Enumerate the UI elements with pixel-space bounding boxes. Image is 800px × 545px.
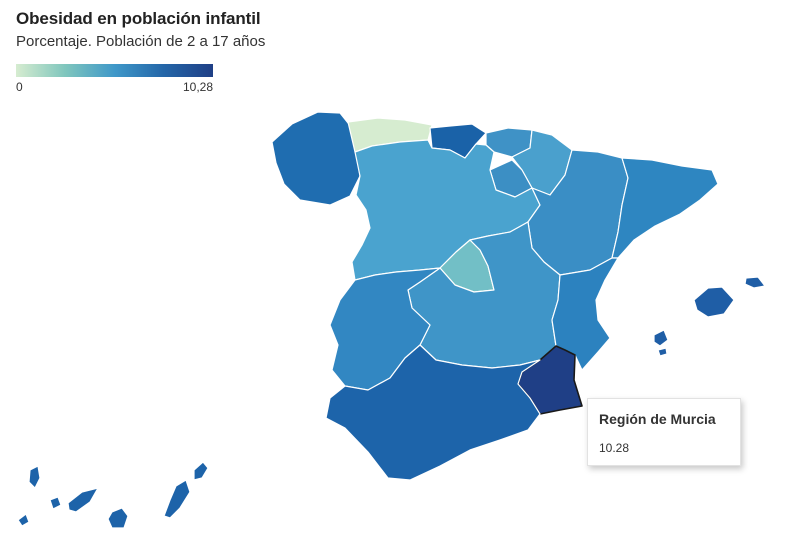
region-islas-baleares-formentera[interactable] xyxy=(657,347,668,357)
region-canarias-la-gomera[interactable] xyxy=(49,496,62,510)
legend-max-label: 10,28 xyxy=(182,80,213,94)
region-comunidad-valenciana[interactable] xyxy=(551,257,619,371)
region-canarias-fuerteventura[interactable] xyxy=(163,479,191,519)
legend-min-label: 0 xyxy=(16,80,23,94)
region-islas-baleares-menorca[interactable] xyxy=(744,276,766,289)
region-cataluna[interactable] xyxy=(611,157,719,259)
region-tooltip: Región de Murcia 10.28 xyxy=(587,398,741,466)
region-canarias-la-palma[interactable] xyxy=(28,465,41,489)
region-canarias-el-hierro[interactable] xyxy=(17,513,30,527)
region-islas-baleares-ibiza[interactable] xyxy=(653,329,669,347)
chart-subtitle: Porcentaje. Población de 2 a 17 años xyxy=(16,33,266,50)
chart-title: Obesidad en población infantil xyxy=(16,9,261,28)
tooltip-region-value: 10.28 xyxy=(599,441,630,455)
region-canarias-tenerife[interactable] xyxy=(67,487,99,513)
region-canarias-lanzarote[interactable] xyxy=(193,461,209,481)
legend-color-scale xyxy=(16,64,213,77)
region-canarias-gran-canaria[interactable] xyxy=(107,507,129,529)
region-islas-baleares[interactable] xyxy=(693,286,735,318)
region-andalucia[interactable] xyxy=(325,344,541,481)
tooltip-region-name: Región de Murcia xyxy=(599,411,716,427)
region-galicia[interactable] xyxy=(271,111,361,206)
